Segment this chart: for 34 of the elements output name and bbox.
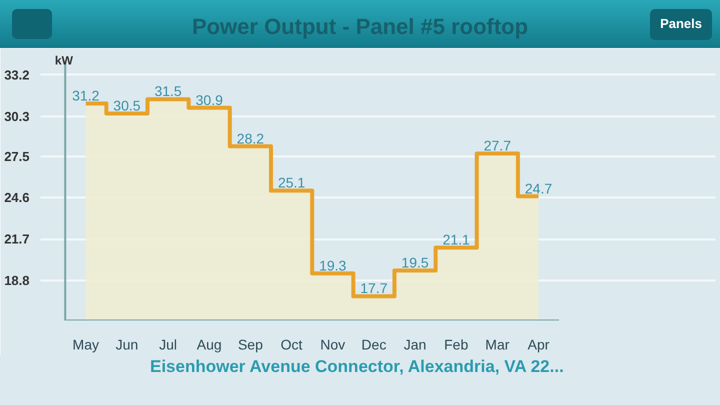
- data-label: 19.5: [401, 254, 429, 271]
- data-label: 31.2: [72, 87, 100, 104]
- x-tick-label: Aug: [196, 336, 222, 352]
- x-tick-label: Apr: [528, 336, 550, 352]
- x-tick-label: Jul: [159, 336, 178, 352]
- x-tick-label: Feb: [444, 336, 468, 352]
- data-label: 30.5: [113, 97, 141, 114]
- data-label: 28.2: [236, 130, 264, 146]
- data-label: 31.5: [154, 83, 182, 100]
- y-tick-label: 27.5: [4, 148, 30, 164]
- x-tick-label: Mar: [485, 336, 510, 352]
- y-tick-label: 33.2: [4, 67, 30, 82]
- y-tick-label: 24.6: [4, 190, 30, 206]
- y-tick-label: 30.3: [4, 108, 30, 124]
- data-label: 25.1: [278, 174, 306, 191]
- chart-title: Power Output - Panel #5 rooftop: [192, 14, 528, 39]
- x-tick-label: Dec: [361, 336, 386, 352]
- data-label: 19.3: [319, 257, 347, 274]
- x-tick-label: Jan: [404, 336, 426, 352]
- x-tick-label: Jun: [116, 336, 138, 352]
- y-tick-label: 21.7: [4, 232, 30, 247]
- text: Panels: [650, 9, 712, 40]
- data-label: 17.7: [360, 280, 388, 296]
- data-label: 30.9: [196, 92, 224, 108]
- x-tick-label: Oct: [280, 336, 303, 352]
- y-axis-title: kW: [54, 54, 74, 68]
- x-tick-label: Sep: [238, 336, 264, 352]
- data-label: 21.1: [442, 232, 470, 248]
- text: Eisenhower Avenue Connector, Alexandria, VA 22...: [0, 355, 720, 405]
- x-tick-label: Nov: [320, 336, 346, 352]
- y-tick-label: 18.8: [4, 273, 30, 288]
- data-label: 27.7: [484, 137, 512, 154]
- x-tick-label: May: [72, 336, 100, 352]
- data-label: 24.7: [524, 180, 552, 196]
